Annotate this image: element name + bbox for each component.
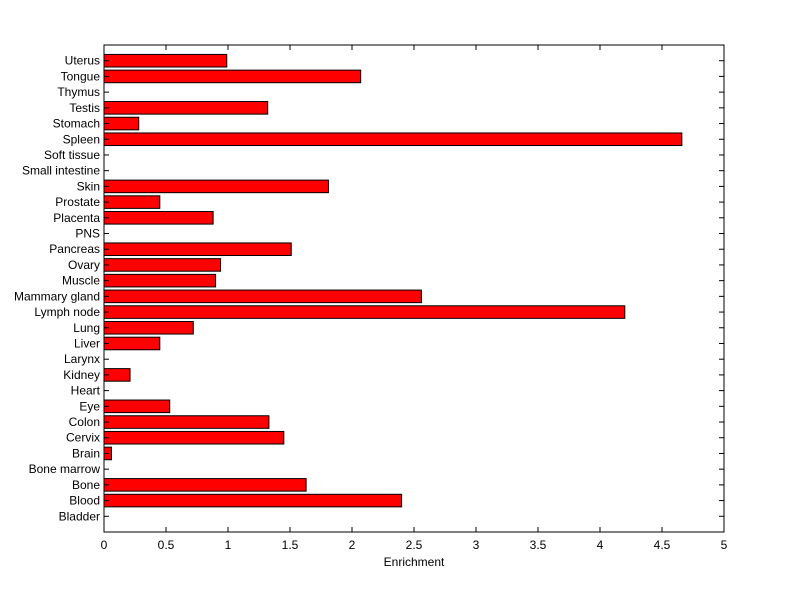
y-tick-label-bone: Bone [72, 478, 100, 492]
x-tick-label: 5 [721, 538, 728, 552]
y-tick-label-liver: Liver [74, 336, 100, 350]
x-tick-label: 1.5 [282, 538, 299, 552]
y-tick-label-bone-marrow: Bone marrow [29, 462, 101, 476]
bar-stomach [103, 116, 140, 131]
bar-placenta [103, 211, 214, 225]
y-tick-label-testis: Testis [69, 101, 100, 115]
bar-tongue [103, 69, 362, 84]
x-tick-label: 4.5 [654, 538, 671, 552]
y-tick-label-tongue: Tongue [61, 69, 101, 83]
x-tick-labels: 0 0.5 1 1.5 2 2.5 3 3.5 4 4.5 5 [101, 538, 728, 552]
y-tick-label-pancreas: Pancreas [49, 242, 100, 256]
bar-muscle [103, 273, 217, 288]
bar-spleen [103, 132, 683, 147]
y-tick-label-uterus: Uterus [65, 54, 100, 68]
y-tick-label-ovary: Ovary [68, 258, 100, 272]
bar-lung [103, 320, 194, 335]
x-tick-label: 4 [597, 538, 604, 552]
y-tick-label-prostate: Prostate [55, 195, 100, 209]
bar-blood [103, 493, 403, 508]
bar-cervix [103, 430, 285, 445]
y-tick-label-spleen: Spleen [63, 132, 100, 146]
ticks-group [103, 45, 725, 532]
y-tick-label-placenta: Placenta [53, 211, 100, 225]
y-tick-label-bladder: Bladder [59, 509, 100, 523]
y-tick-label-blood: Blood [69, 494, 100, 508]
bar-mammary-gland [103, 289, 422, 304]
x-tick-label: 0 [101, 538, 108, 552]
y-tick-label-muscle: Muscle [62, 274, 100, 288]
y-tick-label-small-intestine: Small intestine [22, 164, 100, 178]
bar-pancreas [103, 242, 292, 257]
y-tick-label-lymph-node: Lymph node [34, 305, 100, 319]
y-tick-label-lung: Lung [73, 321, 100, 335]
y-tick-label-colon: Colon [69, 415, 100, 429]
x-tick-label: 3.5 [530, 538, 547, 552]
x-tick-label: 3 [473, 538, 480, 552]
bar-skin [103, 179, 329, 194]
bar-colon [103, 415, 270, 429]
y-tick-label-eye: Eye [79, 399, 100, 413]
bar-testis [103, 101, 269, 115]
y-tick-label-soft-tissue: Soft tissue [44, 148, 100, 162]
bar-bone [103, 478, 307, 492]
y-tick-label-kidney: Kidney [63, 368, 100, 382]
y-tick-label-brain: Brain [72, 446, 100, 460]
bar-ovary [103, 258, 222, 272]
axes-box [103, 44, 725, 533]
y-tick-label-stomach: Stomach [53, 117, 100, 131]
bar-prostate [103, 195, 161, 209]
x-tick-label: 0.5 [158, 538, 175, 552]
bars-group [103, 53, 683, 508]
y-tick-label-skin: Skin [77, 179, 100, 193]
bar-lymph-node [103, 305, 626, 319]
y-tick-label-thymus: Thymus [57, 85, 100, 99]
x-tick-label: 1 [225, 538, 232, 552]
bar-uterus [103, 53, 228, 68]
x-tick-label: 2 [349, 538, 356, 552]
y-tick-label-heart: Heart [71, 384, 101, 398]
bar-liver [103, 336, 161, 351]
y-tick-label-larynx: Larynx [64, 352, 100, 366]
bar-eye [103, 399, 171, 414]
y-tick-label-pns: PNS [75, 227, 100, 241]
x-tick-label: 2.5 [406, 538, 423, 552]
y-tick-label-mammary-gland: Mammary gland [14, 289, 100, 303]
y-tick-label-cervix: Cervix [66, 431, 100, 445]
x-axis-label: Enrichment [384, 555, 445, 569]
